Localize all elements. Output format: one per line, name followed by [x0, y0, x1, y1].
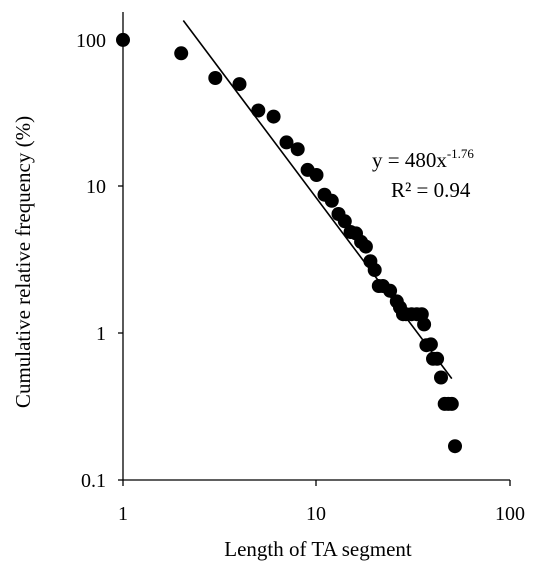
data-point — [423, 337, 438, 352]
data-point — [448, 439, 462, 454]
data-point — [358, 239, 373, 254]
x-tick-label: 10 — [306, 503, 326, 525]
trendline-r2: R² = 0.94 — [391, 178, 471, 202]
data-points — [116, 32, 462, 454]
data-point — [367, 263, 382, 277]
data-point — [434, 370, 448, 385]
trendline-equation-exponent: -1.76 — [447, 146, 475, 161]
y-axis-title: Cumulative relative frequency (%) — [11, 116, 35, 408]
data-point — [324, 193, 339, 208]
x-tick-label: 1 — [118, 503, 128, 525]
trendline-equation-base: y = 480x — [372, 148, 447, 172]
trendline-equation: y = 480x-1.76 — [372, 146, 474, 172]
data-point — [309, 168, 324, 182]
x-tick-label: 100 — [495, 503, 525, 525]
data-point — [444, 396, 459, 411]
y-tick-label: 1 — [96, 323, 106, 345]
data-point — [116, 32, 130, 47]
y-tick-label: 100 — [76, 30, 106, 52]
data-point — [337, 214, 352, 229]
data-point — [232, 77, 247, 92]
data-point — [383, 283, 398, 298]
data-point — [251, 103, 266, 118]
data-point — [290, 142, 305, 157]
y-tick-label: 0.1 — [81, 470, 106, 492]
data-point — [266, 109, 281, 124]
y-tick-label: 10 — [86, 176, 106, 198]
data-point — [279, 135, 294, 150]
data-point — [417, 317, 432, 332]
x-axis-title: Length of TA segment — [224, 537, 412, 561]
data-point — [430, 351, 445, 366]
data-point — [208, 71, 223, 85]
data-point — [174, 46, 189, 61]
